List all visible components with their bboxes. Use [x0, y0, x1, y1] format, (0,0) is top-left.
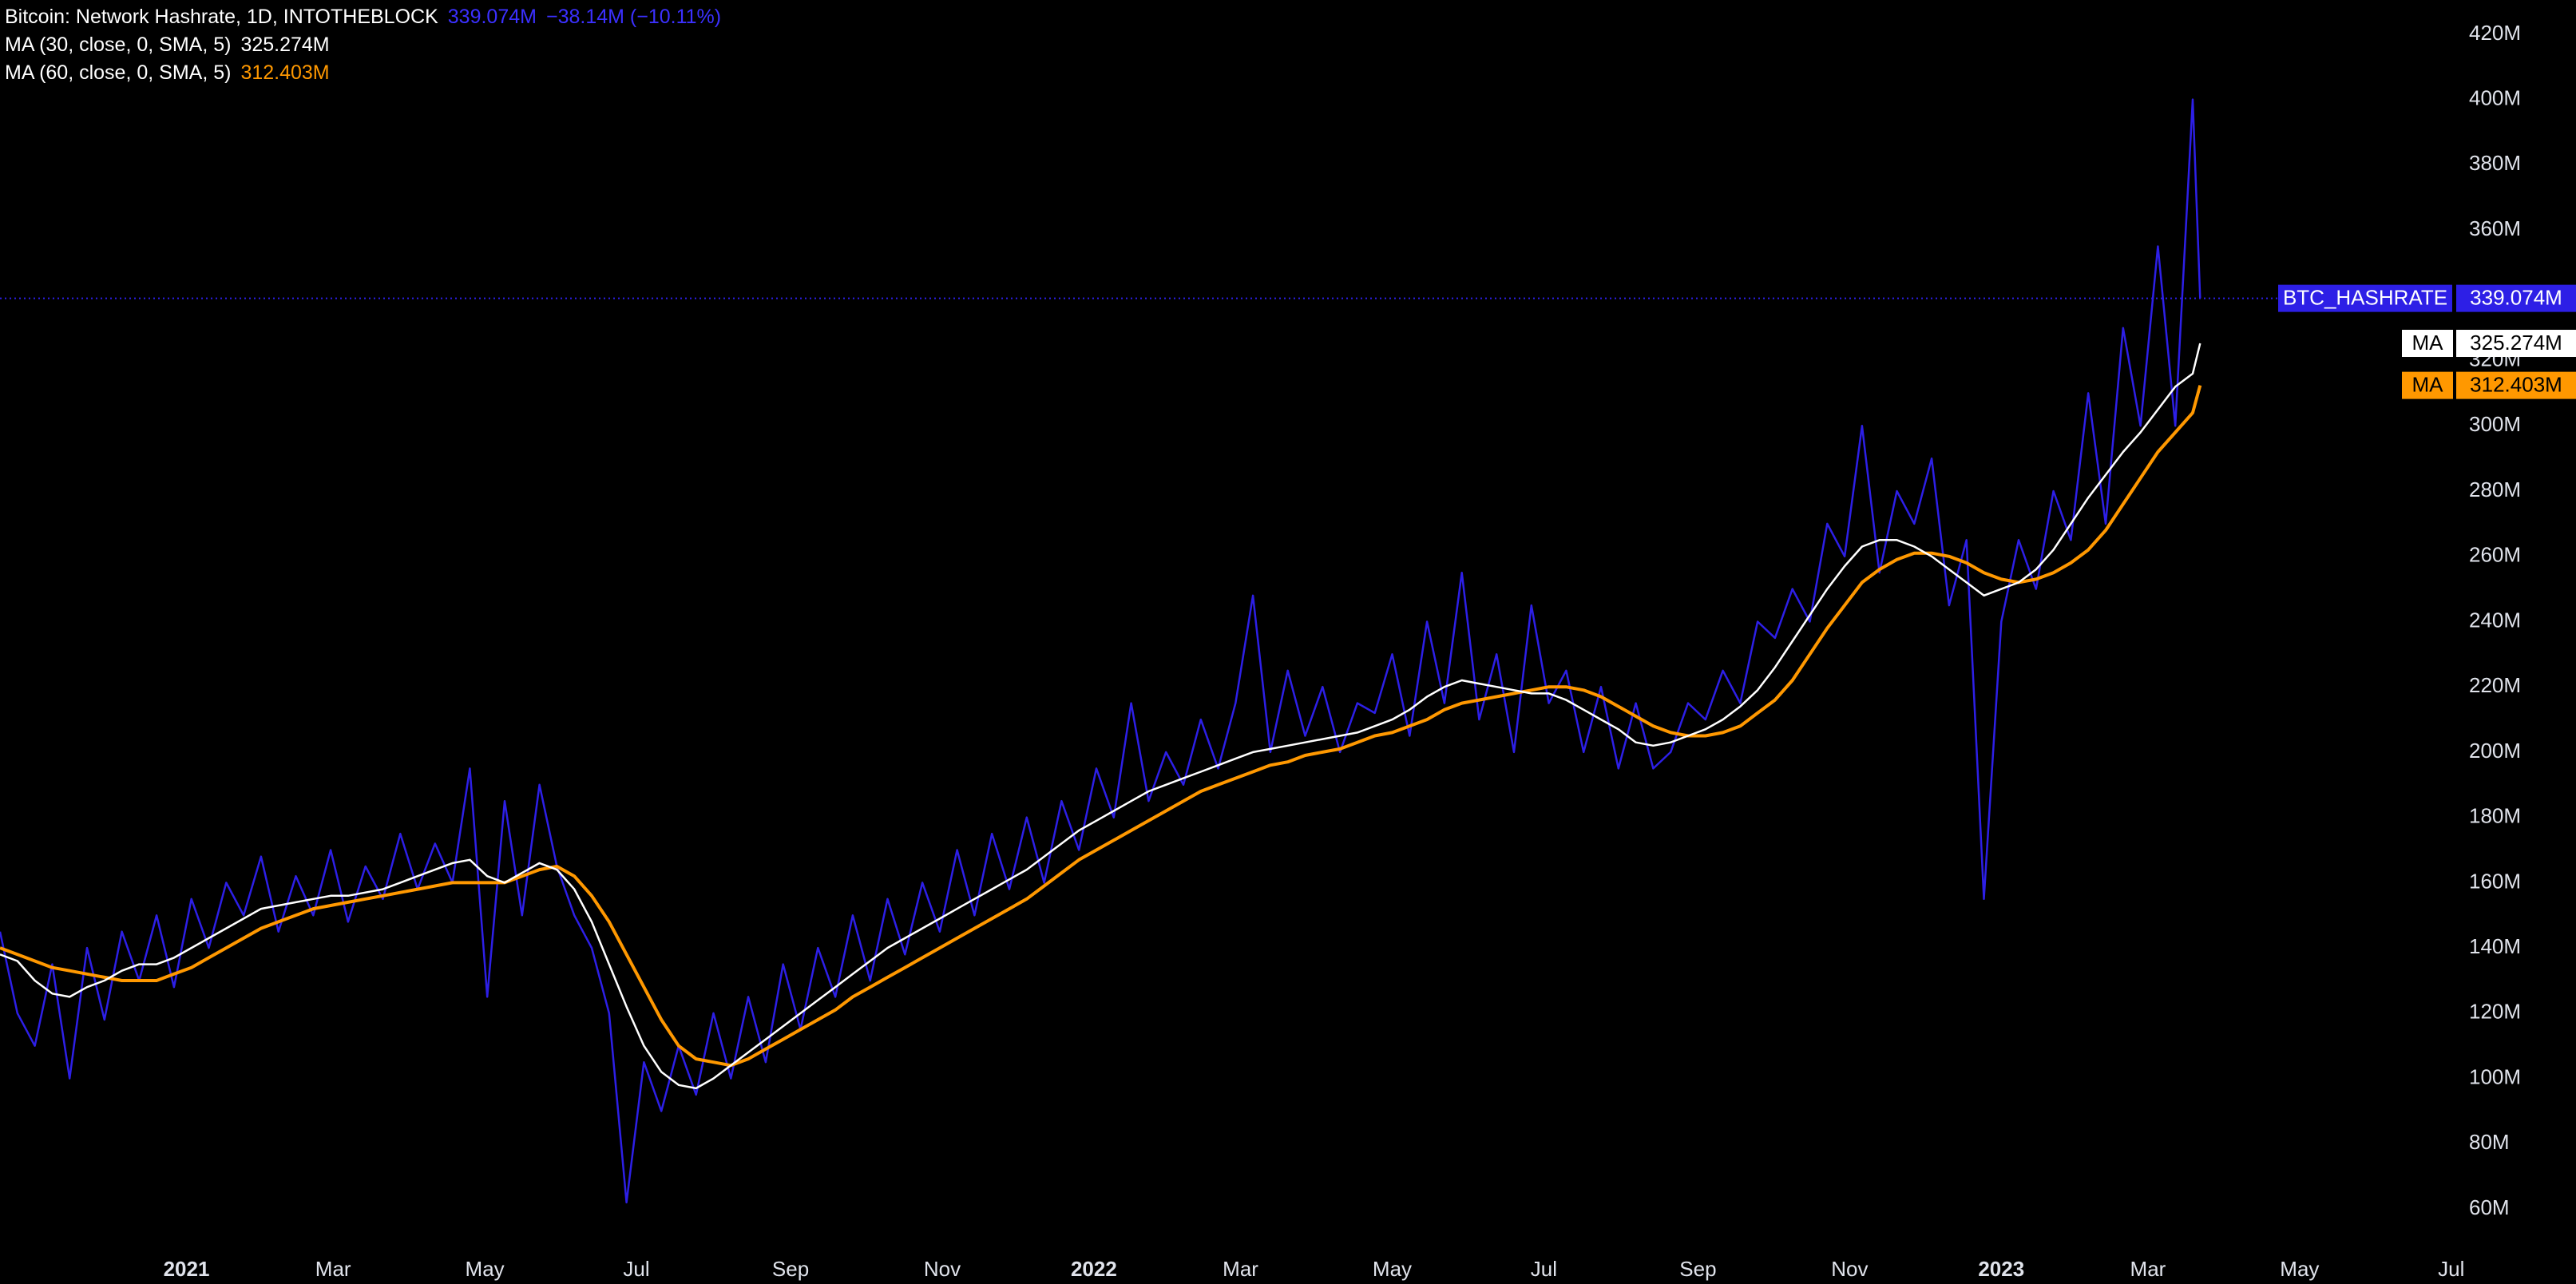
badge-label-bg — [2278, 284, 2452, 312]
legend-value: 325.274M — [240, 34, 330, 56]
y-tick-label: 420M — [2469, 21, 2521, 45]
x-tick-label: May — [2280, 1257, 2319, 1281]
badge-label-bg — [2402, 371, 2453, 399]
y-tick-label: 60M — [2469, 1195, 2510, 1219]
badge-label-bg — [2402, 330, 2453, 358]
y-tick-label: 220M — [2469, 673, 2521, 697]
series-line — [0, 343, 2201, 1090]
plot-area — [0, 98, 2202, 1204]
x-tick-label: Sep — [772, 1257, 809, 1281]
y-tick-label: 180M — [2469, 804, 2521, 828]
legend-entry: MA (30, close, 0, SMA, 5) — [5, 34, 232, 56]
legend: Bitcoin: Network Hashrate, 1D, INTOTHEBL… — [5, 3, 731, 87]
series-line — [0, 98, 2201, 1204]
y-tick-label: 120M — [2469, 1000, 2521, 1024]
badge-value: 312.403M — [2470, 372, 2562, 396]
x-tick-label: May — [1373, 1257, 1412, 1281]
x-tick-label: Sep — [1679, 1257, 1716, 1281]
x-tick-label: 2021 — [164, 1257, 210, 1281]
badge-value: 325.274M — [2470, 331, 2562, 355]
x-tick-label: Nov — [1831, 1257, 1868, 1281]
legend-row: MA (60, close, 0, SMA, 5) 312.403M — [5, 59, 731, 87]
x-tick-label: Jul — [1531, 1257, 1557, 1281]
y-tick-label: 360M — [2469, 216, 2521, 240]
y-tick-label: 80M — [2469, 1130, 2510, 1154]
y-tick-label: 280M — [2469, 478, 2521, 501]
y-tick-label: 300M — [2469, 412, 2521, 436]
axes: 60M 80M 100M 120M 140M 160M 180M 200M 220M 240M 26… — [0, 21, 2576, 1281]
legend-value: 312.403M — [240, 61, 330, 84]
badge-label: MA — [2412, 331, 2444, 355]
x-tick-label: Mar — [2130, 1257, 2166, 1281]
y-tick-label: 400M — [2469, 86, 2521, 110]
x-tick-label: 2023 — [1978, 1257, 2024, 1281]
badge-value-bg — [2456, 284, 2576, 312]
badge-label: BTC_HASHRATE — [2283, 285, 2447, 309]
legend-entry: MA (60, close, 0, SMA, 5) — [5, 61, 232, 84]
chart-title: Bitcoin: Network Hashrate, 1D, INTOTHEBL… — [5, 6, 438, 28]
change-label: −38.14M (−10.11%) — [545, 6, 722, 28]
legend-row: Bitcoin: Network Hashrate, 1D, INTOTHEBL… — [5, 3, 731, 31]
y-tick-label: 160M — [2469, 869, 2521, 893]
badge-label: MA — [2412, 372, 2444, 396]
y-tick-label: 240M — [2469, 608, 2521, 632]
y-tick-label: 200M — [2469, 739, 2521, 763]
badge-value: 339.074M — [2470, 285, 2562, 309]
y-tick-label: 260M — [2469, 543, 2521, 567]
x-tick-label: Jul — [623, 1257, 649, 1281]
badge-value-bg — [2456, 371, 2576, 399]
legend-value: 339.074M — [447, 6, 537, 28]
y-tick-label: 380M — [2469, 151, 2521, 175]
series-line — [0, 385, 2202, 1068]
x-tick-label: May — [466, 1257, 505, 1281]
x-tick-label: 2022 — [1071, 1257, 1117, 1281]
x-tick-label: Mar — [315, 1257, 351, 1281]
x-tick-label: Mar — [1223, 1257, 1258, 1281]
x-tick-label: Nov — [924, 1257, 961, 1281]
y-tick-label: 140M — [2469, 934, 2521, 958]
x-tick-label: Jul — [2438, 1257, 2464, 1281]
legend-row: MA (30, close, 0, SMA, 5) 325.274M — [5, 31, 731, 59]
y-tick-label: 100M — [2469, 1064, 2521, 1088]
badge-value-bg — [2456, 330, 2576, 358]
